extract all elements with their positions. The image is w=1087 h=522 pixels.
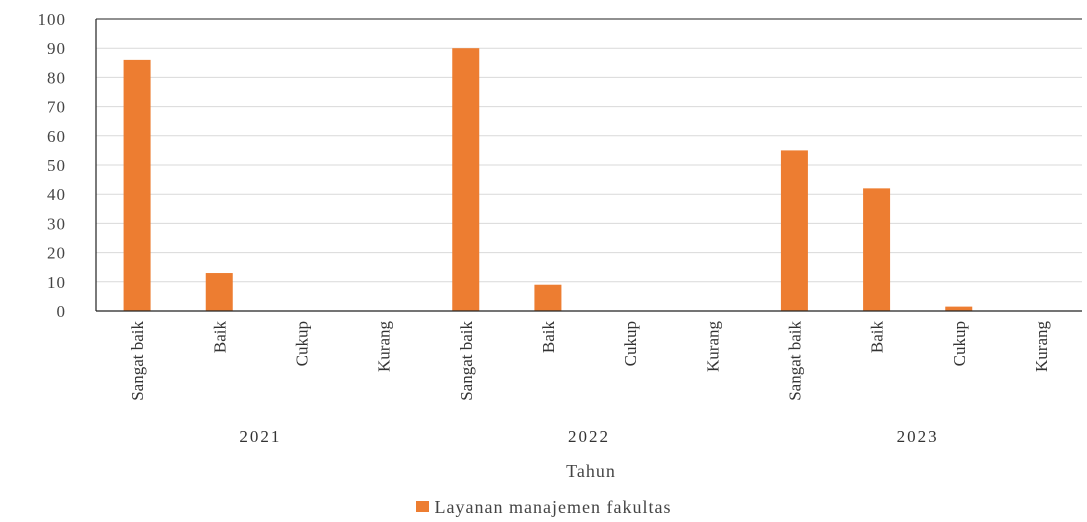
bar [205, 273, 233, 311]
category-labels: Sangat baik Baik Cukup Kurang Sangat baik Bai… [128, 321, 1051, 401]
y-tick-label: 0 [57, 302, 67, 321]
category-label: Cukup [950, 321, 969, 366]
category-label: Kurang [375, 321, 394, 372]
y-tick-label: 80 [47, 68, 66, 87]
axes [95, 18, 1082, 312]
year-group-labels: 2021 2022 2023 [239, 427, 939, 446]
y-tick-label: 60 [47, 127, 66, 146]
bars [123, 48, 973, 311]
x-axis-title: Tahun [566, 461, 616, 481]
group-label: 2023 [897, 427, 939, 446]
bar [780, 150, 808, 311]
legend-label: Layanan manajemen fakultas [434, 497, 672, 517]
category-label: Baik [210, 321, 229, 354]
y-tick-label: 40 [47, 185, 66, 204]
gridlines [96, 18, 1082, 283]
category-label: Baik [868, 321, 887, 354]
y-tick-label: 10 [47, 273, 66, 292]
y-tick-label: 70 [47, 98, 66, 117]
category-label: Sangat baik [785, 321, 804, 401]
legend: Layanan manajemen fakultas [0, 497, 1087, 518]
category-label: Sangat baik [128, 321, 147, 401]
legend-swatch [415, 501, 429, 512]
bar [863, 188, 891, 311]
y-tick-labels: 0 10 20 30 40 50 60 70 80 90 100 [38, 10, 67, 321]
category-label: Kurang [1032, 321, 1051, 372]
y-tick-label: 30 [47, 214, 66, 233]
y-tick-label: 50 [47, 156, 66, 175]
group-label: 2022 [568, 427, 610, 446]
bar [123, 59, 151, 311]
category-label: Sangat baik [457, 321, 476, 401]
bar [534, 284, 562, 311]
category-label: Cukup [292, 321, 311, 366]
y-tick-label: 90 [47, 39, 66, 58]
bar [452, 48, 480, 311]
y-tick-label: 20 [47, 244, 66, 263]
y-tick-label: 100 [38, 10, 67, 29]
category-label: Baik [539, 321, 558, 354]
category-label: Cukup [621, 321, 640, 366]
bar [945, 306, 973, 311]
group-label: 2021 [239, 427, 281, 446]
category-label: Kurang [703, 321, 722, 372]
